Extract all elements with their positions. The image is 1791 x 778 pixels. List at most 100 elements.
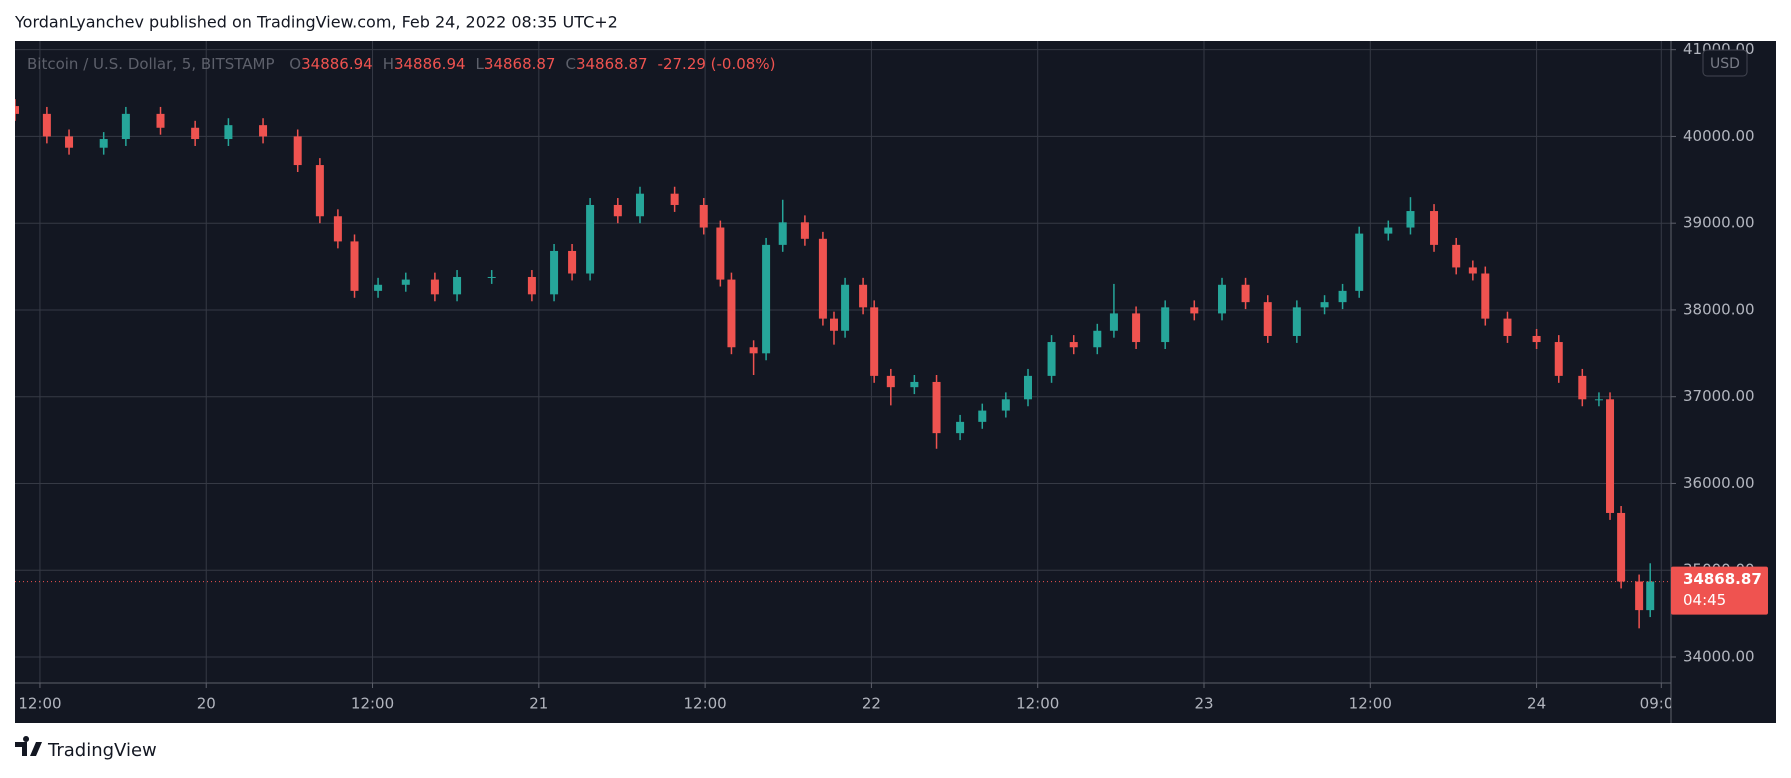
last-price-badge [1671,566,1768,615]
candle-body [1594,399,1603,401]
y-tick-label: 40000.00 [1683,127,1755,145]
candle-body [1617,512,1626,582]
legend-value: 34886.94 [301,55,373,73]
candle-body [191,127,200,140]
candle-body [453,276,462,295]
candle-body [1338,290,1347,303]
candle-body [156,113,165,128]
candle-body [829,318,838,331]
y-tick-label: 34000.00 [1683,647,1755,665]
legend-key: O [289,55,301,73]
candle-body [932,381,941,434]
candle-body [1069,342,1078,348]
candle-body [1578,375,1587,400]
y-tick-label: 37000.00 [1683,387,1755,405]
candle-body [430,279,439,295]
x-tick-label: 12:00 [683,695,726,713]
candle-body [586,204,595,274]
symbol-legend: Bitcoin / U.S. Dollar, 5, BITSTAMP O3488… [27,55,775,73]
candle-body [527,276,536,295]
candle-body [1646,581,1655,611]
currency-badge[interactable] [1702,49,1748,77]
chart-panel [15,41,1776,723]
candles [15,99,1671,629]
legend-key: L [476,55,485,73]
candle-body [1218,284,1227,314]
candle-body [716,227,725,280]
candle-body [350,241,359,291]
candle-body [1241,284,1250,303]
candle-body [956,421,965,434]
legend-key: H [383,55,394,73]
candle-body [818,238,827,319]
x-tick-label: 12:00 [1016,695,1059,713]
candle-body [15,106,19,114]
candle-body [121,113,130,140]
candle-body [568,250,577,274]
candle-body [613,204,622,217]
x-tick-label: 12:00 [18,695,61,713]
candle-body [1406,211,1415,228]
candle-body [1161,307,1170,343]
candle-body [333,216,342,242]
candle-body [1481,273,1490,319]
publish-header: YordanLyanchev published on TradingView.… [14,13,618,32]
candle-body [1109,313,1118,331]
candle-body [374,284,383,291]
legend-value: 34886.94 [394,55,466,73]
candle-body [1263,302,1272,336]
candle-body [224,125,233,140]
last-price-label: 34868.87 [1683,570,1762,588]
candle-body [1532,335,1541,343]
x-tick-label: 23 [1194,695,1213,713]
candle-body [841,284,850,331]
candle-body [1093,330,1102,348]
candle-body [42,113,51,137]
y-tick-label: 38000.00 [1683,300,1755,318]
candle-body [870,307,879,376]
legend-change: -27.29 (-0.08%) [658,55,776,73]
candle-body [487,276,496,278]
x-tick-label: 09:00 [1640,695,1683,713]
candle-body [800,222,809,239]
candle-body [1452,244,1461,268]
candle-body [670,193,679,205]
candle-body [1320,302,1329,308]
legend-value: 34868.87 [484,55,556,73]
candle-body [65,136,74,148]
candle-body [886,375,895,388]
candle-body [1292,307,1301,336]
footer-brand: TradingView [47,740,157,761]
candle-body [778,222,787,245]
legend-value: 34868.87 [576,55,648,73]
candle-body [749,347,758,354]
candle-body [1635,581,1644,611]
y-tick-label: 36000.00 [1683,474,1755,492]
candle-body [1132,313,1141,343]
candle-body [859,284,868,308]
candle-body [1430,211,1439,245]
candle-body [699,204,708,228]
x-tick-label: 24 [1527,695,1546,713]
symbol: Bitcoin / U.S. Dollar, 5, BITSTAMP [27,55,275,73]
candle-body [1468,267,1477,274]
candle-body [401,279,410,285]
candle-body [1384,227,1393,234]
countdown-label: 04:45 [1683,591,1726,609]
candle-body [1355,233,1364,291]
candle-body [762,244,771,354]
y-tick-label: 39000.00 [1683,214,1755,232]
candle-body [978,410,987,422]
legend-key: C [565,55,575,73]
x-tick-label: 12:00 [351,695,394,713]
tv-logo [15,736,42,756]
candle-body [1001,399,1010,411]
candle-body [1024,375,1033,400]
x-tick-label: 20 [197,695,216,713]
candle-body [293,136,302,166]
x-tick-label: 12:00 [1349,695,1392,713]
x-tick-label: 22 [862,695,881,713]
candle-body [1554,342,1563,376]
